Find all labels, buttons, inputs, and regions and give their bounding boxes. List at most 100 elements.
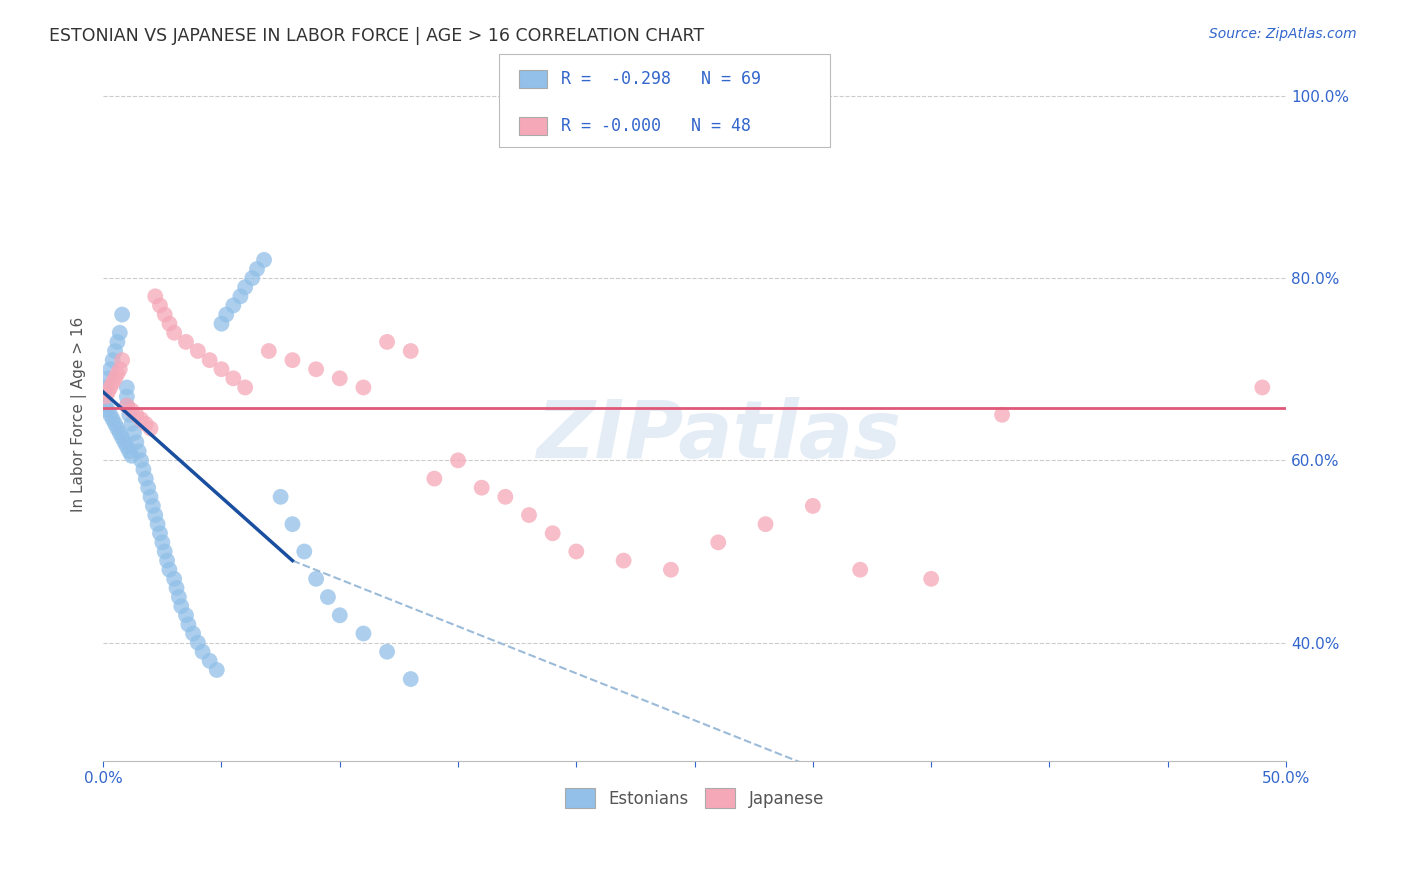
Point xyxy=(198,654,221,668)
Point xyxy=(121,449,143,463)
Point xyxy=(107,367,129,381)
Text: ZIPatlas: ZIPatlas xyxy=(536,397,901,475)
Point xyxy=(565,544,588,558)
Point xyxy=(447,453,470,467)
Point xyxy=(101,412,124,426)
Point xyxy=(163,572,186,586)
Point xyxy=(107,421,129,435)
Point xyxy=(240,271,263,285)
Point xyxy=(329,371,352,385)
Point xyxy=(143,508,166,522)
Legend: Estonians, Japanese: Estonians, Japanese xyxy=(558,781,831,815)
Point xyxy=(541,526,564,541)
Point xyxy=(187,635,209,649)
Point xyxy=(215,308,238,322)
Point xyxy=(108,362,131,376)
Point xyxy=(205,663,228,677)
Point xyxy=(94,380,117,394)
Point xyxy=(659,563,682,577)
Point xyxy=(111,431,134,445)
Text: R = -0.000   N = 48: R = -0.000 N = 48 xyxy=(561,117,751,135)
Point xyxy=(222,298,245,312)
Point xyxy=(229,289,252,303)
Text: Source: ZipAtlas.com: Source: ZipAtlas.com xyxy=(1209,27,1357,41)
Point xyxy=(423,472,446,486)
Point xyxy=(707,535,730,549)
Point xyxy=(163,326,186,340)
Point xyxy=(139,421,162,435)
Point xyxy=(198,353,221,368)
Text: ESTONIAN VS JAPANESE IN LABOR FORCE | AGE > 16 CORRELATION CHART: ESTONIAN VS JAPANESE IN LABOR FORCE | AG… xyxy=(49,27,704,45)
Point xyxy=(375,645,398,659)
Point xyxy=(517,508,540,522)
Point xyxy=(399,672,422,686)
Point xyxy=(1251,380,1274,394)
Point xyxy=(136,481,159,495)
Point xyxy=(177,617,200,632)
Point xyxy=(174,334,197,349)
Point xyxy=(125,435,148,450)
Point xyxy=(111,353,134,368)
Point xyxy=(98,362,121,376)
Point xyxy=(149,526,172,541)
Point xyxy=(281,517,304,532)
Point xyxy=(399,344,422,359)
Point xyxy=(98,408,121,422)
Point xyxy=(233,380,256,394)
Point xyxy=(121,417,143,431)
Point xyxy=(754,517,776,532)
Point xyxy=(128,444,150,458)
Point xyxy=(115,399,138,413)
Point xyxy=(132,462,155,476)
Point xyxy=(253,252,276,267)
Point xyxy=(292,544,315,558)
Point xyxy=(104,417,127,431)
Point xyxy=(139,490,162,504)
Point xyxy=(153,308,176,322)
Point xyxy=(191,645,214,659)
Point xyxy=(181,626,204,640)
Y-axis label: In Labor Force | Age > 16: In Labor Force | Age > 16 xyxy=(72,318,87,512)
Point xyxy=(115,390,138,404)
Point xyxy=(104,371,127,385)
Point xyxy=(801,499,824,513)
Point xyxy=(153,544,176,558)
Point xyxy=(991,408,1014,422)
Point xyxy=(111,308,134,322)
Point xyxy=(97,384,120,399)
Point xyxy=(167,590,190,604)
Point xyxy=(159,563,181,577)
Point xyxy=(146,517,169,532)
Point xyxy=(150,535,173,549)
Point xyxy=(170,599,193,614)
Point xyxy=(494,490,516,504)
Point xyxy=(149,298,172,312)
Point xyxy=(174,608,197,623)
Point xyxy=(281,353,304,368)
Point xyxy=(121,403,143,417)
Point xyxy=(101,376,124,390)
Point xyxy=(94,390,117,404)
Point xyxy=(305,572,328,586)
Point xyxy=(107,334,129,349)
Point xyxy=(920,572,942,586)
Point xyxy=(98,380,121,394)
Point xyxy=(143,289,166,303)
Point xyxy=(97,403,120,417)
Point xyxy=(142,499,165,513)
Point xyxy=(159,317,181,331)
Point xyxy=(135,417,157,431)
Text: R =  -0.298   N = 69: R = -0.298 N = 69 xyxy=(561,70,761,88)
Point xyxy=(104,344,127,359)
Point xyxy=(375,334,398,349)
Point xyxy=(257,344,280,359)
Point xyxy=(118,444,141,458)
Point xyxy=(115,399,138,413)
Point xyxy=(129,412,152,426)
Point xyxy=(246,262,269,277)
Point xyxy=(125,408,148,422)
Point xyxy=(115,380,138,394)
Point xyxy=(122,425,145,440)
Point xyxy=(108,326,131,340)
Point xyxy=(352,626,374,640)
